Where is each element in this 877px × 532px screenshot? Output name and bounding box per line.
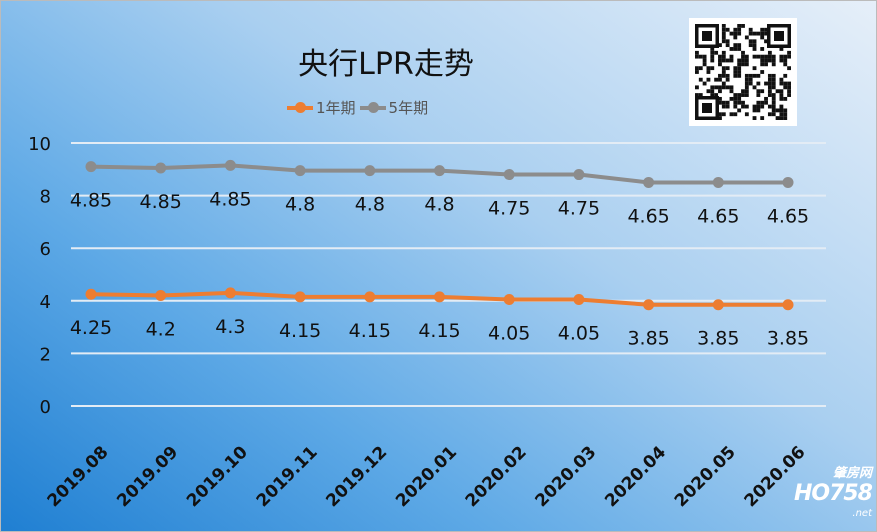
data-label: 4.25 <box>70 317 112 339</box>
y-tick-label: 0 <box>40 397 51 418</box>
x-tick-label: 2019.08 <box>44 442 113 511</box>
data-point <box>573 293 585 305</box>
watermark-net: .net <box>852 508 872 519</box>
x-tick-label: 2020.02 <box>462 442 531 511</box>
data-label: 4.15 <box>418 320 460 342</box>
data-point <box>155 290 167 302</box>
data-label: 4.8 <box>285 194 315 216</box>
legend-marker-icon <box>287 101 313 113</box>
data-point <box>434 291 445 303</box>
data-label: 4.85 <box>209 188 251 210</box>
data-label: 4.85 <box>140 191 182 213</box>
x-tick-label: 2019.10 <box>183 442 252 511</box>
data-point <box>364 165 376 177</box>
data-label: 3.85 <box>697 328 739 350</box>
data-label: 4.3 <box>215 316 245 338</box>
data-point <box>712 299 724 311</box>
legend-label: 5年期 <box>388 99 429 117</box>
data-point <box>782 299 794 311</box>
data-label: 3.85 <box>627 328 669 350</box>
watermark-logo-text: HO758 <box>793 481 873 506</box>
data-label: 4.85 <box>70 190 112 212</box>
x-tick-label: 2020.01 <box>392 442 461 511</box>
watermark-cn: 肇房网 <box>832 466 872 481</box>
data-point <box>224 159 236 171</box>
y-tick-label: 10 <box>28 134 51 155</box>
y-tick-label: 4 <box>40 292 51 313</box>
data-point <box>224 287 236 299</box>
data-point <box>294 291 306 303</box>
data-label: 4.8 <box>424 194 454 216</box>
data-point <box>294 165 306 177</box>
y-tick-label: 6 <box>40 239 51 260</box>
x-tick-label: 2019.12 <box>322 442 391 511</box>
y-tick-label: 2 <box>40 344 51 365</box>
x-tick-label: 2019.09 <box>113 442 182 511</box>
legend: 1年期 5年期 <box>287 97 428 118</box>
data-point <box>782 176 794 188</box>
data-point <box>643 299 655 311</box>
legend-item-5y: 5年期 <box>359 97 429 118</box>
watermark-logo: 肇房网 HO758 .net <box>794 466 873 529</box>
x-tick-label: 2020.03 <box>532 442 601 511</box>
x-tick-label: 2020.04 <box>601 442 670 511</box>
data-point <box>434 165 445 177</box>
legend-item-1y: 1年期 <box>287 97 356 118</box>
chart-title: 央行LPR走势 <box>298 47 474 82</box>
x-tick-label: 2019.11 <box>253 442 322 511</box>
data-label: 4.65 <box>697 205 739 227</box>
data-point <box>155 162 167 174</box>
data-label: 4.8 <box>355 194 385 216</box>
data-point <box>643 176 655 188</box>
data-label: 4.75 <box>558 198 600 220</box>
data-point <box>85 288 97 300</box>
data-label: 4.05 <box>488 322 530 344</box>
data-point <box>503 293 515 305</box>
data-label: 4.15 <box>279 320 321 342</box>
legend-label: 1年期 <box>316 99 356 117</box>
data-label: 4.15 <box>349 320 391 342</box>
x-tick-label: 2020.05 <box>671 442 740 511</box>
data-label: 4.75 <box>488 198 530 220</box>
data-label: 4.05 <box>558 322 600 344</box>
data-point <box>573 169 585 181</box>
data-label: 4.65 <box>627 205 669 227</box>
data-point <box>85 161 97 173</box>
qr-code-icon <box>689 18 797 126</box>
y-tick-label: 8 <box>40 187 51 208</box>
data-label: 4.2 <box>146 319 176 341</box>
data-point <box>503 169 515 181</box>
data-point <box>364 291 376 303</box>
legend-marker-icon <box>359 101 386 113</box>
data-label: 4.65 <box>767 205 809 227</box>
data-point <box>712 176 724 188</box>
data-label: 3.85 <box>767 328 809 350</box>
